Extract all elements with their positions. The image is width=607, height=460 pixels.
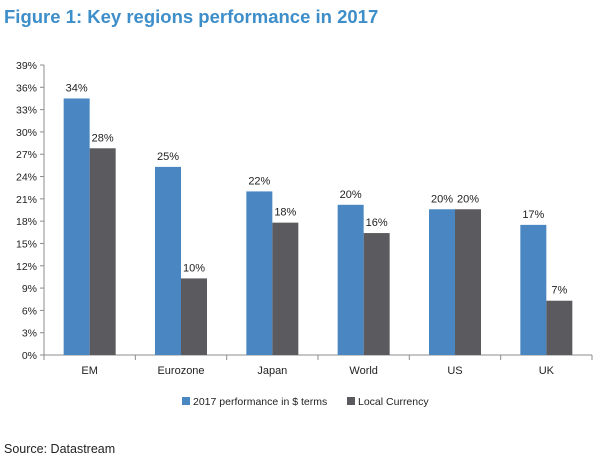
bar-usd-uk <box>520 224 547 355</box>
y-tick-label: 3% <box>22 328 37 340</box>
data-label: 20% <box>340 189 362 201</box>
data-label: 22% <box>248 175 270 187</box>
legend-label: Local Currency <box>358 396 429 408</box>
data-label: 16% <box>366 217 388 229</box>
y-tick-label: 6% <box>22 305 37 317</box>
y-tick-label: 30% <box>16 127 37 139</box>
data-label: 34% <box>66 82 88 94</box>
y-tick-label: 9% <box>22 283 37 295</box>
bar-chart: 0% 3% 6% 9% 12% 15% 18% 21% 24% 27% 30% 33% 36% 39% 34… <box>16 60 593 408</box>
data-label: 28% <box>92 132 114 144</box>
y-tick-label: 36% <box>16 82 37 94</box>
data-label: 20% <box>431 193 453 205</box>
y-tick-label: 21% <box>16 194 37 206</box>
bar-usd-eurozone <box>155 166 181 355</box>
bar-usd-em <box>63 98 90 355</box>
y-tick-label: 18% <box>16 216 37 228</box>
bar-local-us <box>455 209 481 355</box>
x-category-label: US <box>447 365 462 377</box>
x-category-label: UK <box>539 365 555 377</box>
y-tick-label: 24% <box>16 172 37 184</box>
y-tick-label: 39% <box>16 60 37 72</box>
x-category-label: Japan <box>257 365 287 377</box>
bar-usd-us <box>429 209 455 355</box>
data-label: 18% <box>274 207 296 219</box>
data-label: 20% <box>457 193 479 205</box>
y-tick-label: 33% <box>16 105 37 117</box>
legend-swatch <box>347 397 355 405</box>
bar-local-japan <box>272 222 299 355</box>
y-tick-label: 12% <box>16 261 37 273</box>
y-tick-label: 27% <box>16 149 37 161</box>
legend-label: 2017 performance in $ terms <box>193 396 327 408</box>
bar-local-uk <box>546 300 573 355</box>
bar-local-world <box>363 233 390 355</box>
bar-local-eurozone <box>181 278 207 355</box>
figure-title: Figure 1: Key regions performance in 201… <box>4 6 379 27</box>
data-label: 25% <box>157 151 179 163</box>
data-label: 17% <box>522 209 544 221</box>
bar-usd-japan <box>246 191 273 355</box>
legend-swatch <box>182 397 190 405</box>
source-note: Source: Datastream <box>4 442 116 456</box>
data-label: 7% <box>551 285 567 297</box>
y-tick-label: 15% <box>16 238 37 250</box>
bar-local-em <box>89 148 116 355</box>
bar-usd-world <box>337 204 364 355</box>
data-label: 10% <box>183 262 205 274</box>
x-category-label: World <box>349 365 378 377</box>
x-category-label: Eurozone <box>157 365 204 377</box>
y-tick-label: 0% <box>22 350 37 362</box>
x-category-label: EM <box>81 365 98 377</box>
